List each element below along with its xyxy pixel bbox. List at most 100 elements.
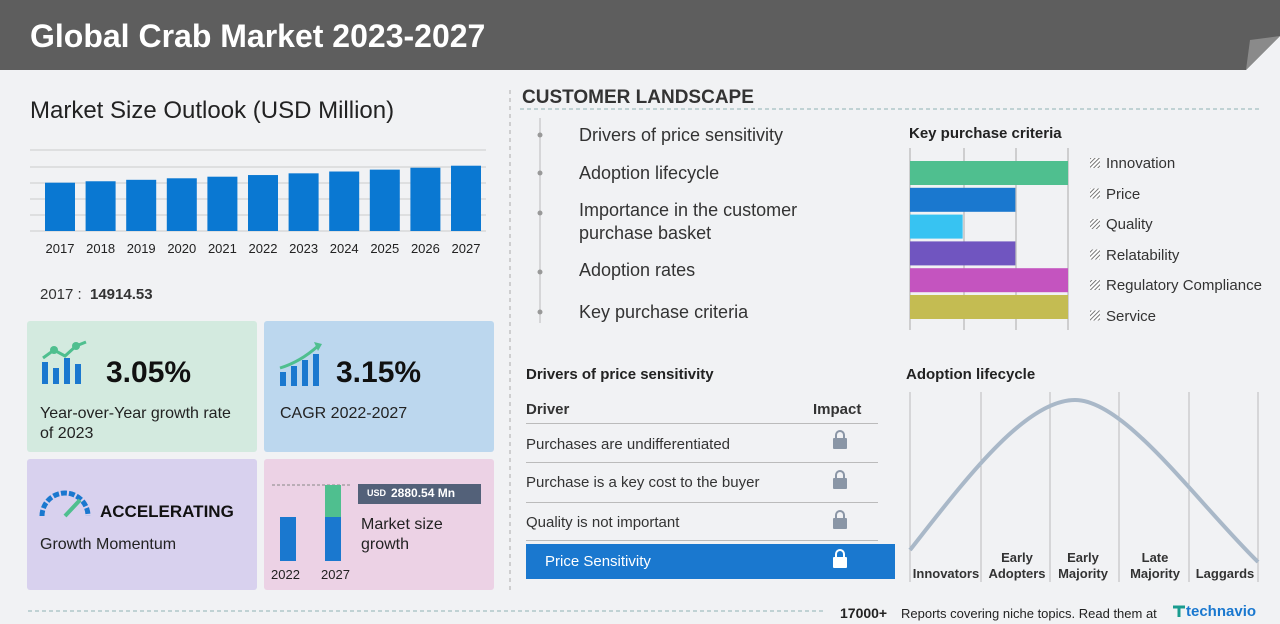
- legend-label: Quality: [1106, 216, 1153, 233]
- row-rule: [526, 423, 878, 424]
- list-item: Adoption lifecycle: [579, 163, 720, 183]
- stat-label: Market size growth: [361, 516, 443, 553]
- table-cell: Quality is not important: [526, 514, 680, 531]
- legend-swatch: [1090, 219, 1100, 229]
- stat-box: [264, 321, 494, 452]
- legend-swatch: [1090, 310, 1100, 321]
- market-chart: 2017 2018 2019 2020 2021 2022 2023 2024 2025 2026…: [30, 149, 486, 256]
- legend-label: Relatability: [1106, 246, 1180, 264]
- row-rule: [526, 502, 878, 503]
- legend-swatch: [1090, 249, 1100, 260]
- base-value: 14914.53: [90, 286, 153, 303]
- growth-icon: [272, 484, 352, 561]
- row-rule: [526, 462, 878, 463]
- legend-swatch: [1090, 280, 1100, 290]
- column-header: Impact: [813, 401, 862, 418]
- x-tick-label: 2024: [330, 241, 359, 256]
- x-tick-label: 2023: [289, 241, 318, 256]
- stat-value: 3.15%: [336, 356, 422, 389]
- x-tick-label: 2027: [452, 241, 481, 256]
- stat-box: [27, 321, 257, 452]
- legend-label: Price: [1106, 185, 1141, 203]
- x-tick-label: 2017: [46, 241, 75, 256]
- section-title: Drivers of price sensitivity: [526, 366, 714, 383]
- x-tick-label: 2019: [127, 241, 156, 256]
- section-title: Market Size Outlook (USD Million): [30, 97, 395, 124]
- bar: [910, 268, 1068, 293]
- kpc-chart: [909, 148, 1100, 330]
- bar: [451, 165, 481, 231]
- bar: [207, 176, 238, 231]
- stat-value: 3.05%: [106, 356, 192, 389]
- bar: [288, 173, 319, 231]
- stat-box: [264, 459, 494, 590]
- stage-label: Laggards: [1195, 566, 1255, 581]
- bar: [410, 167, 441, 231]
- table-cell: Purchases are undifferentiated: [526, 436, 731, 453]
- list-item: Key purchase criteria: [579, 302, 749, 322]
- growth-value: 2880.54 Mn: [391, 486, 456, 500]
- footer-text: Reports covering niche topics. Read them…: [901, 606, 1157, 621]
- chart-title: Key purchase criteria: [909, 125, 1062, 142]
- icon: [279, 342, 322, 386]
- stage-label: Innovators: [912, 566, 980, 581]
- x-tick-label: 2026: [411, 241, 440, 256]
- x-tick-label: 2025: [370, 241, 399, 256]
- lock-icons: [833, 430, 847, 568]
- brand-icon: [1173, 605, 1185, 617]
- stat-box: [27, 459, 257, 590]
- legend-swatch: [1090, 188, 1100, 199]
- list-item: Drivers of price sensitivity: [579, 125, 784, 145]
- brand: technavio: [1186, 603, 1257, 620]
- bar: [369, 169, 400, 231]
- year-label: 2027: [321, 567, 350, 582]
- base-label: 2017 :: [40, 286, 82, 303]
- bar: [126, 179, 157, 231]
- stat-label: Growth Momentum: [40, 536, 177, 553]
- divider: [28, 610, 823, 612]
- stage-label: Late Majority: [1130, 550, 1180, 581]
- header-band: [0, 0, 1280, 70]
- growth-currency: USD: [367, 488, 387, 498]
- divider: [520, 108, 1262, 110]
- legend-label: Regulatory Compliance: [1106, 277, 1262, 294]
- x-tick-label: 2018: [86, 241, 115, 256]
- table-cell: Purchase is a key cost to the buyer: [526, 474, 760, 491]
- year-label: 2022: [271, 567, 300, 582]
- section-title: CUSTOMER LANDSCAPE: [522, 87, 754, 108]
- adoption-curve: [908, 392, 1260, 582]
- bar: [910, 187, 1016, 212]
- row-rule: [526, 540, 878, 541]
- bar: [910, 161, 1068, 185]
- x-tick-label: 2021: [208, 241, 237, 256]
- list-line: [537, 118, 543, 323]
- list-item: Adoption rates: [579, 260, 696, 280]
- footer-count: 17000+: [840, 605, 888, 621]
- bar: [910, 295, 1068, 319]
- bar: [329, 171, 360, 231]
- stage-label: Early Majority: [1058, 550, 1108, 581]
- stage-label: Early Adopters: [988, 550, 1046, 581]
- legend-label: Service: [1106, 307, 1157, 325]
- legend-swatch: [1090, 158, 1100, 168]
- x-tick-label: 2020: [167, 241, 196, 256]
- page-title: Global Crab Market 2023-2027: [30, 18, 486, 54]
- bar: [45, 182, 75, 231]
- stat-value: ACCELERATING: [100, 502, 234, 521]
- stat-label: CAGR 2022-2027: [280, 405, 408, 422]
- bar: [910, 214, 963, 239]
- divider: [509, 90, 511, 590]
- bar: [166, 178, 197, 231]
- bar: [85, 181, 116, 231]
- section-title: Adoption lifecycle: [906, 366, 1036, 383]
- icon: [39, 490, 91, 518]
- list-item: Importance in the customer purchase bask…: [579, 200, 798, 243]
- table-cell: Price Sensitivity: [545, 553, 651, 570]
- bar: [910, 241, 1016, 266]
- growth-tag: [358, 484, 481, 504]
- column-header: Driver: [526, 401, 570, 418]
- x-tick-label: 2022: [249, 241, 278, 256]
- stat-label: Year-over-Year growth rate of 2023: [40, 405, 231, 442]
- bar: [248, 175, 278, 231]
